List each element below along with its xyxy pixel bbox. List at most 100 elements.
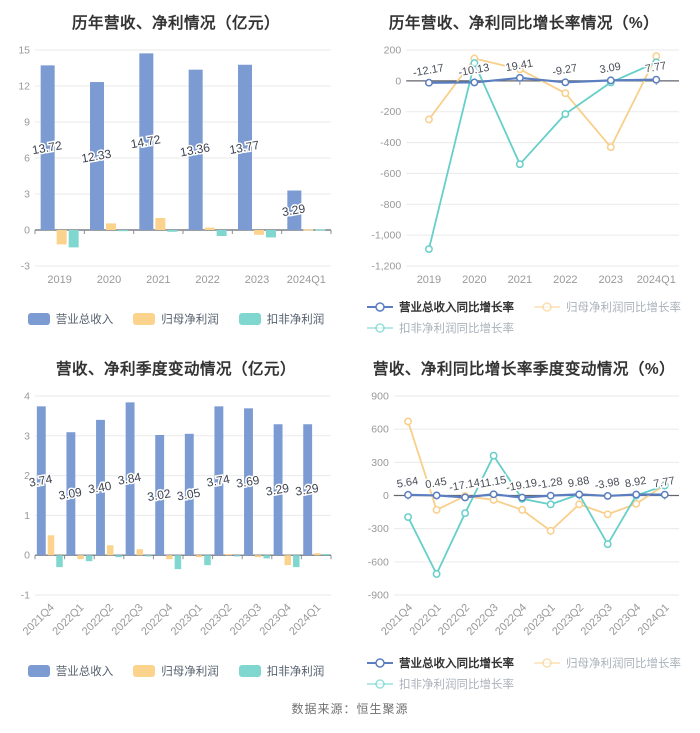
legend-item[interactable]: 归母净利润 bbox=[133, 311, 219, 327]
svg-text:3.09: 3.09 bbox=[57, 485, 83, 503]
svg-text:19.41: 19.41 bbox=[505, 58, 534, 75]
chart-legend: 营业总收入 归母净利润 扣非净利润 bbox=[27, 658, 324, 679]
data-point-marker-icon bbox=[660, 481, 669, 490]
legend-line-icon bbox=[367, 302, 393, 312]
svg-text:0: 0 bbox=[383, 490, 389, 502]
legend-item[interactable]: 归母净利润同比增长率 bbox=[534, 655, 681, 671]
bar bbox=[293, 555, 300, 568]
svg-text:3.74: 3.74 bbox=[28, 472, 54, 490]
svg-text:13.36: 13.36 bbox=[179, 140, 211, 159]
chart-annual-growth-plot: 200 0 -200 -400 -600 -800 -1,000 -1,200 2019 2020… bbox=[371, 45, 679, 286]
legend-label: 扣非净利润同比增长率 bbox=[399, 323, 514, 335]
chart-title: 营收、净利季度变动情况（亿元） bbox=[55, 361, 296, 378]
data-point-marker-icon bbox=[515, 160, 524, 169]
svg-text:-300: -300 bbox=[368, 523, 389, 535]
x-axis-labels: 2021Q42022Q12022Q22022Q32022Q42023Q12023… bbox=[21, 602, 324, 638]
svg-text:2021: 2021 bbox=[146, 274, 170, 286]
svg-text:6: 6 bbox=[24, 153, 30, 165]
svg-text:2024Q1: 2024Q1 bbox=[637, 274, 676, 286]
svg-text:4: 4 bbox=[24, 391, 30, 403]
data-point-marker-icon bbox=[561, 78, 570, 87]
legend-line-icon bbox=[534, 302, 560, 312]
bar bbox=[115, 555, 122, 558]
svg-text:3.29: 3.29 bbox=[294, 481, 320, 499]
x-axis-labels: 2019 2020 2021 2022 2023 2024Q1 bbox=[47, 274, 325, 286]
svg-text:3.84: 3.84 bbox=[117, 470, 143, 488]
bar-series-2 bbox=[56, 554, 330, 570]
legend-item[interactable]: 营业总收入 bbox=[27, 663, 113, 679]
chart-annual-amounts-plot: 15 12 9 6 3 0 -3 2019 2020 2021 2022 2023 2024Q1 13.7… bbox=[18, 45, 332, 286]
svg-text:200: 200 bbox=[384, 45, 402, 57]
chart-title: 历年营收、净利同比增长率情况（%） bbox=[388, 15, 660, 32]
line-series-1 bbox=[424, 52, 661, 152]
bar bbox=[225, 554, 232, 556]
svg-text:2022Q4: 2022Q4 bbox=[139, 602, 175, 638]
bar bbox=[266, 230, 276, 238]
legend-item[interactable]: 营业总收入同比增长率 bbox=[367, 299, 514, 315]
bar bbox=[36, 406, 46, 556]
bar bbox=[314, 553, 321, 556]
legend-swatch-icon bbox=[133, 313, 156, 325]
svg-text:15: 15 bbox=[18, 45, 30, 57]
legend-line-icon bbox=[534, 658, 560, 668]
data-point-marker-icon bbox=[632, 490, 641, 499]
legend-label: 扣非净利润同比增长率 bbox=[399, 679, 514, 691]
svg-text:2024Q1: 2024Q1 bbox=[287, 602, 323, 638]
legend-item[interactable]: 扣非净利润同比增长率 bbox=[367, 676, 514, 692]
chart-quarterly-growth-plot: 900 600 300 0 -300 -600 -9002021Q42022Q12022Q2… bbox=[368, 391, 679, 638]
svg-text:600: 600 bbox=[371, 424, 389, 436]
legend-item[interactable]: 扣非净利润 bbox=[238, 663, 324, 679]
svg-text:7.77: 7.77 bbox=[644, 60, 667, 76]
svg-text:3.09: 3.09 bbox=[599, 61, 622, 77]
data-point-marker-icon bbox=[603, 510, 612, 519]
chart-grid: 历年营收、净利情况（亿元） 15 12 9 6 3 0 -3 2019 2020 2021 2022… bbox=[2, 4, 698, 692]
svg-text:12.33: 12.33 bbox=[80, 147, 112, 166]
svg-text:13.77: 13.77 bbox=[228, 138, 260, 157]
bar bbox=[284, 555, 292, 566]
bar bbox=[303, 424, 313, 556]
data-point-marker-icon bbox=[603, 491, 612, 500]
svg-text:7.77: 7.77 bbox=[653, 475, 676, 491]
chart-legend: 营业总收入同比增长率 归母净利润同比增长率扣非净利润同比增长率 bbox=[367, 294, 681, 336]
svg-text:0: 0 bbox=[395, 75, 401, 87]
svg-text:-12.17: -12.17 bbox=[412, 62, 445, 79]
bar bbox=[214, 406, 224, 556]
legend-label: 归母净利润 bbox=[161, 314, 219, 326]
bar-series-1 bbox=[47, 535, 321, 566]
svg-text:-600: -600 bbox=[380, 168, 401, 180]
svg-text:2020: 2020 bbox=[462, 274, 486, 286]
x-axis-labels: 2019 2020 2021 2022 2023 2024Q1 bbox=[417, 274, 676, 286]
legend-row: 营业总收入同比增长率 归母净利润同比增长率 bbox=[367, 299, 681, 315]
bar bbox=[56, 230, 67, 245]
bar bbox=[204, 555, 211, 566]
data-point-marker-icon bbox=[461, 493, 470, 502]
data-point-marker-icon bbox=[575, 490, 584, 499]
data-point-marker-icon bbox=[575, 500, 584, 509]
data-point-marker-icon bbox=[546, 526, 555, 535]
legend-row: 营业总收入 归母净利润 扣非净利润 bbox=[27, 311, 324, 327]
data-point-marker-icon bbox=[518, 505, 527, 514]
legend-item[interactable]: 营业总收入 bbox=[27, 311, 113, 327]
bar bbox=[145, 555, 152, 557]
data-point-marker-icon bbox=[432, 491, 441, 500]
legend-item[interactable]: 归母净利润 bbox=[133, 663, 219, 679]
svg-text:2023Q1: 2023Q1 bbox=[169, 602, 205, 638]
bar bbox=[66, 432, 76, 556]
data-point-marker-icon bbox=[461, 509, 470, 518]
legend-item[interactable]: 扣非净利润同比增长率 bbox=[367, 320, 514, 336]
svg-text:3.02: 3.02 bbox=[146, 486, 172, 504]
bar bbox=[188, 69, 203, 231]
svg-text:14.72: 14.72 bbox=[130, 132, 162, 151]
svg-text:2023Q4: 2023Q4 bbox=[258, 602, 294, 638]
bar bbox=[106, 545, 114, 556]
legend-item[interactable]: 营业总收入同比增长率 bbox=[367, 655, 514, 671]
svg-text:3: 3 bbox=[24, 430, 30, 442]
legend-item[interactable]: 归母净利润同比增长率 bbox=[534, 299, 681, 315]
bar bbox=[315, 229, 326, 231]
data-point-marker-icon bbox=[561, 110, 570, 118]
legend-item[interactable]: 扣非净利润 bbox=[238, 311, 324, 327]
chart-quarterly-amounts-card: 营收、净利季度变动情况（亿元） 4 3 2 1 0 -1 2021Q4 2022Q1 2022Q… bbox=[2, 350, 350, 692]
chart-annual-growth-card: 历年营收、净利同比增长率情况（%） 200 0 -200 -400 -600 -800 -1… bbox=[350, 4, 698, 350]
legend-label: 归母净利润 bbox=[161, 666, 219, 678]
